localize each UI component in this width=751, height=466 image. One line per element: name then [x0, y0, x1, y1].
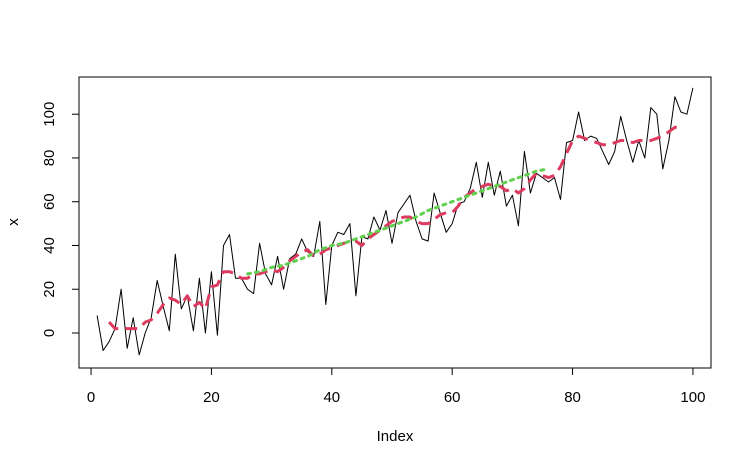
plot-frame: [78, 76, 712, 369]
series-layer: [96, 87, 694, 356]
x-tick-label: 40: [323, 389, 340, 406]
x-tick-label: 60: [444, 389, 461, 406]
y-tick-label: 80: [41, 150, 58, 167]
y-tick-label: 0: [41, 329, 58, 337]
x-axis-label: Index: [377, 428, 414, 445]
y-tick-label: 60: [41, 193, 58, 210]
y-tick-label: 100: [41, 102, 58, 127]
y-axis-label: x: [5, 218, 22, 226]
x-tick-label: 20: [203, 389, 220, 406]
x-tick-label: 80: [564, 389, 581, 406]
x-tick-label: 100: [680, 389, 705, 406]
y-axis: 0 20 40 60 80 100: [41, 102, 80, 337]
x-axis: 0 20 40 60 80 100: [87, 367, 705, 406]
x-tick-label: 0: [87, 389, 95, 406]
series-line-dashed: [107, 125, 681, 331]
y-tick-label: 40: [41, 237, 58, 254]
y-tick-label: 20: [41, 281, 58, 298]
series-line-dotted: [246, 167, 550, 276]
